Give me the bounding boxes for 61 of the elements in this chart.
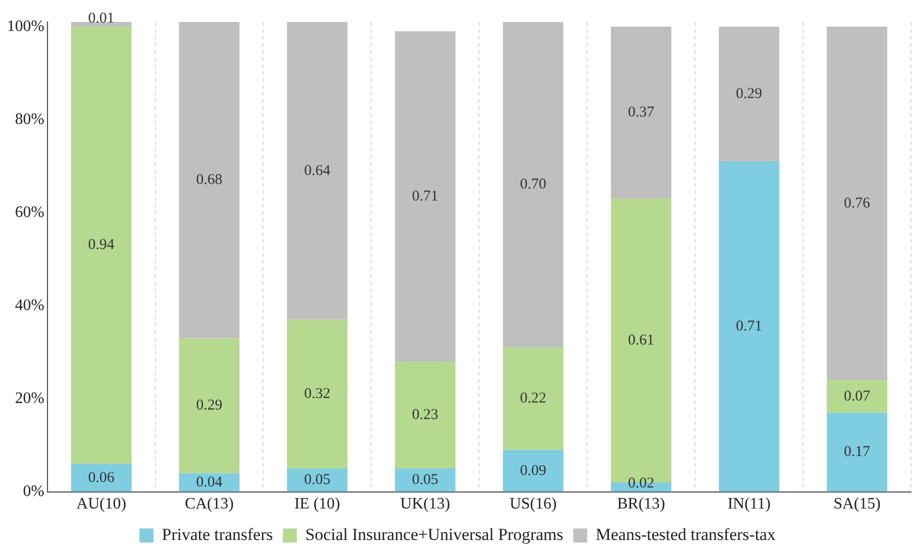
x-tick-label: AU(10) <box>76 496 126 513</box>
bar <box>718 162 780 492</box>
y-tick-label: 0% <box>23 483 44 500</box>
x-tick-label: IN(11) <box>728 496 771 513</box>
data-label: 0.09 <box>520 462 546 479</box>
y-tick-label: 20% <box>15 390 44 407</box>
data-label: 0.29 <box>736 86 762 102</box>
data-label: 0.70 <box>520 176 546 193</box>
x-tick-label: IE (10) <box>294 496 340 513</box>
data-label: 0.76 <box>844 195 871 212</box>
bar <box>610 26 672 199</box>
legend-label: Social Insurance+Universal Programs <box>305 524 564 544</box>
data-label: 0.01 <box>88 10 114 27</box>
bar <box>394 362 456 469</box>
data-label: 0.71 <box>736 318 762 335</box>
data-label: 0.02 <box>628 476 654 492</box>
data-label: 0.05 <box>412 472 438 488</box>
bar <box>502 348 564 450</box>
x-tick-label: US(16) <box>510 496 557 513</box>
bar <box>826 412 888 492</box>
bar <box>394 31 456 362</box>
data-label: 0.32 <box>304 386 330 402</box>
bar <box>71 464 132 492</box>
bar <box>502 450 564 492</box>
data-label: 0.17 <box>844 444 871 460</box>
data-label: 0.22 <box>520 390 546 407</box>
data-label: 0.37 <box>628 104 655 121</box>
bar <box>286 468 348 492</box>
data-label: 0.07 <box>844 388 871 404</box>
y-tick-label: 60% <box>15 204 44 221</box>
data-label: 0.94 <box>88 237 115 254</box>
bar <box>179 473 240 492</box>
data-label: 0.23 <box>412 406 438 423</box>
data-label: 0.05 <box>304 472 330 488</box>
x-tick-label: SA(15) <box>833 496 881 513</box>
bar <box>394 468 456 492</box>
data-label: 0.06 <box>88 470 115 486</box>
data-label: 0.68 <box>196 172 222 188</box>
bar <box>826 380 888 413</box>
bar <box>826 26 888 380</box>
bar <box>71 26 132 464</box>
bar <box>179 22 240 338</box>
bar <box>286 320 348 469</box>
y-tick-label: 80% <box>15 110 44 128</box>
data-label: 0.29 <box>196 398 222 414</box>
bar <box>71 22 132 27</box>
legend-label: Private transfers <box>162 524 273 544</box>
bar <box>286 22 348 320</box>
bar <box>502 22 564 348</box>
y-tick-label: 100% <box>7 18 44 35</box>
legend-label: Means-tested transfers-tax <box>596 524 776 544</box>
bar <box>179 338 240 474</box>
data-label: 0.64 <box>304 162 331 179</box>
x-tick-label: CA(13) <box>184 496 234 513</box>
data-label: 0.71 <box>412 188 438 204</box>
x-tick-label: BR(13) <box>617 496 666 513</box>
data-label: 0.04 <box>196 474 223 490</box>
data-label: 0.61 <box>628 332 654 349</box>
bar <box>718 26 780 162</box>
x-tick-label: UK(13) <box>400 496 450 513</box>
y-tick-label: 40% <box>15 296 44 314</box>
